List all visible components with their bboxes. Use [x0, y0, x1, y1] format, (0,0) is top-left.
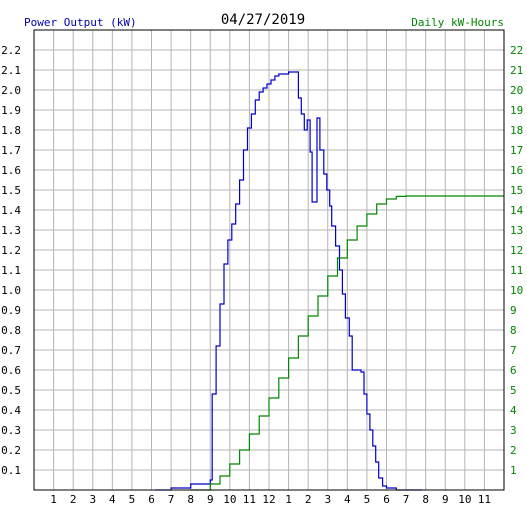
y-left-tick-label: 1.0 [1, 284, 21, 297]
y-right-tick-label: 19 [510, 104, 523, 117]
y-right-tick-label: 11 [510, 264, 523, 277]
y-left-tick-label: 1.9 [1, 104, 21, 117]
y-right-tick-label: 4 [510, 404, 517, 417]
x-tick-label: 9 [442, 493, 449, 506]
x-tick-label: 3 [89, 493, 96, 506]
y-right-tick-label: 16 [510, 164, 523, 177]
y-right-tick-label: 5 [510, 384, 517, 397]
y-right-tick-label: 2 [510, 444, 517, 457]
x-tick-label: 8 [422, 493, 429, 506]
x-tick-label: 5 [129, 493, 136, 506]
y-right-tick-label: 1 [510, 464, 517, 477]
x-tick-label: 11 [478, 493, 491, 506]
y-right-tick-label: 6 [510, 364, 517, 377]
y-left-tick-label: 1.8 [1, 124, 21, 137]
x-tick-label: 3 [324, 493, 331, 506]
y-right-tick-label: 3 [510, 424, 517, 437]
y-right-tick-label: 22 [510, 44, 523, 57]
y-left-tick-label: 0.5 [1, 384, 21, 397]
y-right-tick-label: 13 [510, 224, 523, 237]
y-left-tick-label: 2.0 [1, 84, 21, 97]
x-tick-label: 2 [70, 493, 77, 506]
series-group [155, 71, 504, 491]
y-right-tick-label: 17 [510, 144, 523, 157]
chart-date: 04/27/2019 [221, 12, 305, 28]
y-left-tick-label: 1.3 [1, 224, 21, 237]
y-left-tick-label: 1.5 [1, 184, 21, 197]
y-left-tick-label: 2.1 [1, 64, 21, 77]
x-tick-label: 12 [262, 493, 275, 506]
x-tick-label: 6 [148, 493, 155, 506]
x-axis-ticks: 1 2 3 4 5 6 7 8 9 10 11 12 1 2 3 4 5 6 7 8 9 10 11 [50, 493, 491, 506]
y-right-tick-label: 7 [510, 344, 517, 357]
y-right-tick-label: 21 [510, 64, 523, 77]
x-tick-label: 10 [458, 493, 471, 506]
x-tick-label: 1 [285, 493, 292, 506]
x-tick-label: 2 [305, 493, 312, 506]
y-right-tick-label: 15 [510, 184, 523, 197]
plot-frame [33, 29, 505, 491]
energy-series-line [190, 195, 504, 491]
x-tick-label: 7 [403, 493, 410, 506]
left-axis-title: Power Output (kW) [24, 16, 137, 29]
right-axis-title: Daily kW-Hours [411, 16, 504, 29]
x-tick-label: 4 [109, 493, 116, 506]
y-left-tick-label: 2.2 [1, 44, 21, 57]
y-left-tick-label: 1.6 [1, 164, 21, 177]
y-left-tick-label: 0.2 [1, 444, 21, 457]
y-right-tick-label: 14 [510, 204, 524, 217]
y-left-tick-label: 0.1 [1, 464, 21, 477]
x-tick-label: 5 [364, 493, 371, 506]
y-left-tick-label: 0.7 [1, 344, 21, 357]
y-left-tick-label: 0.6 [1, 364, 21, 377]
x-tick-label: 9 [207, 493, 214, 506]
y-left-tick-label: 1.2 [1, 244, 21, 257]
x-tick-label: 1 [50, 493, 57, 506]
x-tick-label: 4 [344, 493, 351, 506]
y-left-tick-label: 0.3 [1, 424, 21, 437]
y-right-tick-label: 8 [510, 324, 517, 337]
y-left-tick-label: 0.9 [1, 304, 21, 317]
y-right-tick-label: 12 [510, 244, 523, 257]
x-tick-label: 7 [168, 493, 175, 506]
y-right-tick-label: 20 [510, 84, 523, 97]
y-left-tick-label: 1.1 [1, 264, 21, 277]
y-left-tick-label: 1.7 [1, 144, 21, 157]
y-right-tick-label: 18 [510, 124, 523, 137]
left-axis-ticks: 0.1 0.2 0.3 0.4 0.5 0.6 0.7 0.8 0.9 1.0 1.1 1.2 1.3 1… [1, 44, 21, 477]
x-tick-label: 10 [223, 493, 236, 506]
y-left-tick-label: 0.8 [1, 324, 21, 337]
y-right-tick-label: 9 [510, 304, 517, 317]
x-tick-label: 6 [383, 493, 390, 506]
grid [34, 30, 504, 490]
x-tick-label: 11 [243, 493, 256, 506]
y-left-tick-label: 1.4 [1, 204, 21, 217]
x-tick-label: 8 [187, 493, 194, 506]
y-right-tick-label: 10 [510, 284, 523, 297]
y-left-tick-label: 0.4 [1, 404, 21, 417]
power-series-line [155, 71, 422, 491]
